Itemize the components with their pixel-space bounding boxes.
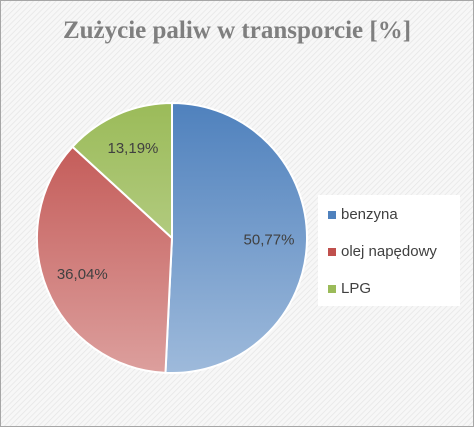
pie-slice: [164, 101, 308, 374]
pie-slice: [36, 145, 174, 374]
legend-marker: [328, 211, 336, 219]
pie-slice: [71, 101, 173, 241]
chart-title: Zużycie paliw w transporcie [%]: [62, 17, 412, 44]
legend-label: LPG: [341, 280, 371, 297]
data-label: 50,77%: [244, 231, 295, 248]
data-label: 13,19%: [108, 140, 159, 157]
legend-marker: [328, 285, 336, 293]
legend-label: olej napędowy: [341, 243, 437, 260]
legend-marker: [328, 248, 336, 256]
legend-label: benzyna: [341, 206, 398, 223]
data-label: 36,04%: [57, 266, 108, 283]
legend-box: [318, 195, 460, 306]
